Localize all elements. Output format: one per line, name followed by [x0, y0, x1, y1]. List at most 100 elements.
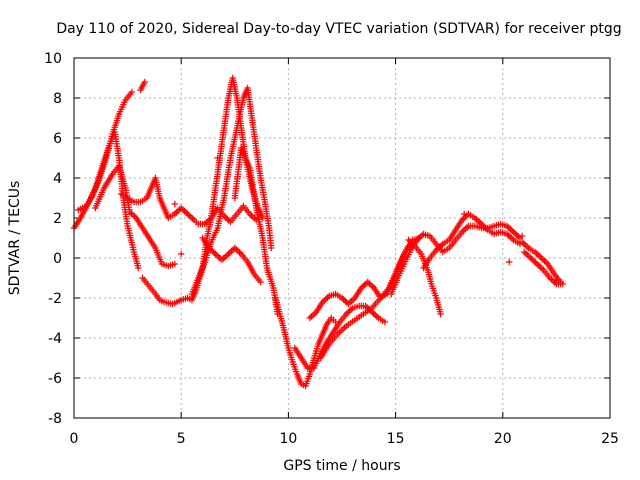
data-point: [533, 260, 541, 268]
plot-frame: [73, 57, 611, 419]
tick-labels: 0 5 10 15 20 25 -8 -6 -4 -2 0 2 4 6 8 10: [44, 51, 619, 447]
data-point: [530, 257, 538, 265]
data-point: [361, 281, 368, 289]
data-point: [541, 257, 548, 265]
y-axis-label: SDTVAR / TECUs: [7, 181, 23, 296]
data-points: [70, 74, 566, 390]
data-point: [381, 318, 389, 326]
data-point: [518, 232, 526, 240]
data-point: [366, 280, 373, 287]
x-tick-label: 25: [601, 431, 619, 447]
data-point: [141, 78, 148, 86]
data-point: [311, 310, 318, 317]
data-point: [171, 200, 178, 208]
data-point: [184, 210, 191, 218]
data-point: [231, 244, 238, 252]
data-point: [251, 215, 258, 222]
data-point: [171, 260, 178, 268]
data-point: [460, 227, 467, 234]
y-tick-label: 2: [53, 211, 62, 227]
data-point: [236, 249, 243, 256]
data-point: [215, 253, 222, 261]
data-point: [224, 215, 231, 223]
data-point: [532, 259, 539, 266]
y-tick-label: -6: [48, 371, 62, 387]
data-point: [222, 214, 229, 221]
data-point: [461, 210, 468, 218]
data-point: [525, 253, 533, 260]
data-point: [507, 225, 514, 233]
data-point: [510, 228, 517, 236]
data-point: [527, 254, 534, 262]
data-point: [131, 213, 138, 220]
data-point: [535, 262, 542, 269]
data-point: [225, 250, 232, 258]
x-tick-label: 20: [494, 431, 512, 447]
y-tick-label: -8: [48, 411, 62, 427]
data-point: [481, 223, 488, 231]
data-point: [536, 253, 543, 260]
data-point: [513, 231, 520, 239]
data-point: [174, 207, 182, 215]
data-point: [322, 295, 330, 303]
chart-title: Day 110 of 2020, Sidereal Day-to-day VTE…: [56, 21, 621, 37]
data-point: [538, 265, 546, 272]
data-point: [212, 250, 219, 258]
data-point: [233, 246, 240, 253]
y-tick-label: 8: [53, 91, 62, 107]
data-point: [129, 211, 137, 219]
data-point: [521, 248, 528, 256]
y-tick-label: 0: [53, 251, 62, 267]
data-point: [346, 307, 353, 315]
data-point: [179, 206, 186, 213]
data-point: [181, 207, 188, 215]
x-tick-label: 15: [387, 431, 405, 447]
data-point: [372, 311, 379, 319]
x-tick-label: 10: [279, 431, 297, 447]
data-point: [511, 230, 519, 237]
x-tick-label: 0: [70, 431, 79, 447]
data-point: [182, 209, 190, 216]
data-point: [506, 258, 513, 266]
data-point: [543, 259, 550, 266]
data-point: [364, 278, 371, 286]
y-tick-label: 10: [44, 51, 62, 67]
data-point: [321, 297, 328, 304]
y-tick-label: 6: [53, 131, 62, 147]
data-point: [437, 310, 444, 318]
data-point: [135, 264, 142, 272]
data-point: [520, 240, 527, 247]
data-point: [178, 250, 185, 258]
data-point: [306, 314, 313, 322]
data-point: [370, 310, 377, 317]
data-point: [344, 309, 352, 316]
y-tick-label: 4: [53, 171, 62, 187]
data-point: [178, 204, 185, 212]
data-point: [226, 249, 234, 256]
data-point: [257, 278, 264, 286]
data-point: [522, 241, 529, 249]
data-point: [359, 283, 367, 290]
x-axis-label: GPS time / hours: [283, 458, 400, 474]
x-tick-label: 5: [177, 431, 186, 447]
data-point: [345, 300, 352, 308]
data-point: [539, 256, 547, 263]
y-tick-label: -2: [48, 291, 62, 307]
data-point: [538, 254, 545, 262]
data-point: [508, 227, 516, 234]
data-point: [210, 249, 218, 256]
ticks: [73, 57, 611, 419]
data-point: [128, 88, 136, 96]
data-point: [268, 244, 275, 252]
data-point: [462, 225, 469, 233]
data-point: [463, 224, 471, 231]
data-point: [342, 297, 349, 305]
data-point: [535, 251, 542, 259]
data-point: [553, 276, 560, 284]
data-point: [228, 247, 235, 255]
data-point: [186, 212, 193, 219]
grid: [74, 58, 610, 418]
data-point: [507, 233, 514, 241]
data-point: [537, 263, 544, 271]
